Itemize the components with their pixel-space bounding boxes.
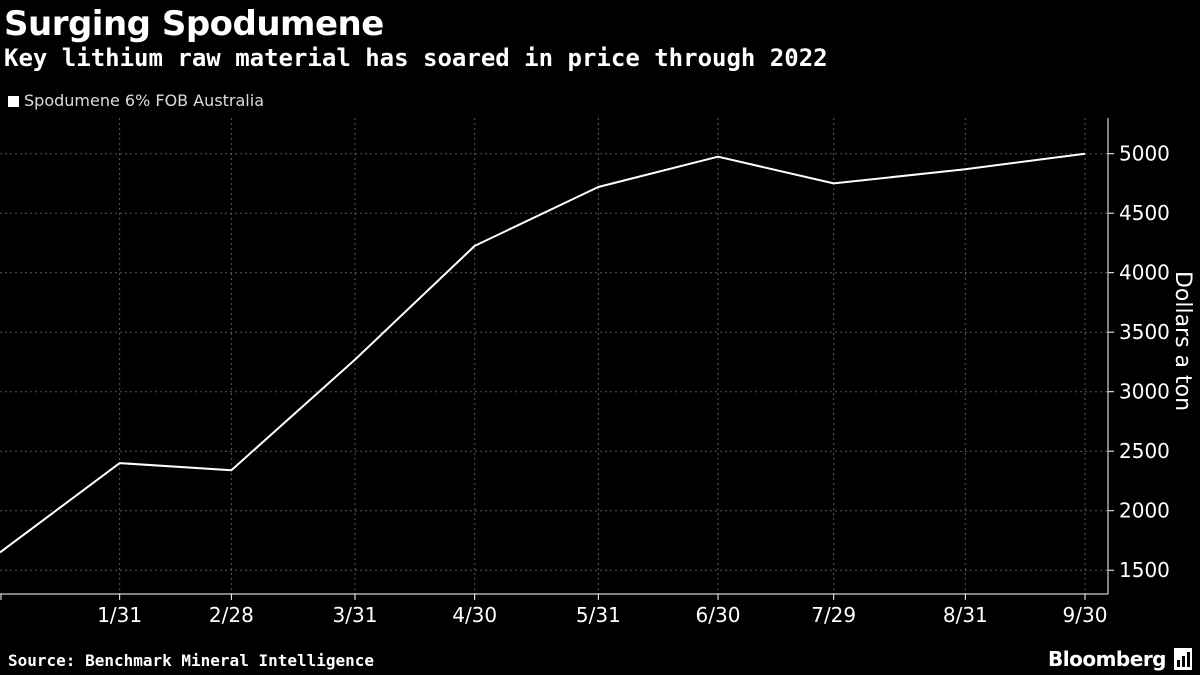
x-tick-label: 4/30 bbox=[452, 603, 497, 627]
x-tick-label: 3/31 bbox=[333, 603, 378, 627]
y-tick-label: 4500 bbox=[1119, 201, 1170, 225]
brand-logo: Bloomberg bbox=[1048, 647, 1166, 671]
y-tick-label: 2500 bbox=[1119, 439, 1170, 463]
x-tick-label: 8/31 bbox=[943, 603, 988, 627]
source-note: Source: Benchmark Mineral Intelligence bbox=[8, 651, 375, 670]
x-tick-label: 5/31 bbox=[576, 603, 621, 627]
x-tick-label: 7/29 bbox=[811, 603, 856, 627]
legend-swatch bbox=[8, 96, 19, 107]
x-tick-label: 9/30 bbox=[1063, 603, 1108, 627]
legend: Spodumene 6% FOB Australia bbox=[8, 91, 264, 110]
legend-label: Spodumene 6% FOB Australia bbox=[24, 91, 264, 110]
y-tick-label: 3000 bbox=[1119, 380, 1170, 404]
series-line bbox=[0, 152, 1086, 554]
chart-title: Surging Spodumene bbox=[4, 4, 384, 44]
x-tick-label: 6/30 bbox=[696, 603, 741, 627]
x-tick-label: 2/28 bbox=[209, 603, 254, 627]
y-tick-label: 3500 bbox=[1119, 320, 1170, 344]
chart-subtitle: Key lithium raw material has soared in p… bbox=[4, 44, 828, 72]
x-tick-label: 1/31 bbox=[97, 603, 142, 627]
y-tick-label: 4000 bbox=[1119, 261, 1170, 285]
bloomberg-terminal-icon bbox=[1174, 648, 1192, 670]
y-axis-title: Dollars a ton bbox=[1170, 271, 1195, 411]
y-tick-label: 1500 bbox=[1119, 558, 1170, 582]
y-tick-label: 2000 bbox=[1119, 499, 1170, 523]
y-tick-label: 5000 bbox=[1119, 142, 1170, 166]
